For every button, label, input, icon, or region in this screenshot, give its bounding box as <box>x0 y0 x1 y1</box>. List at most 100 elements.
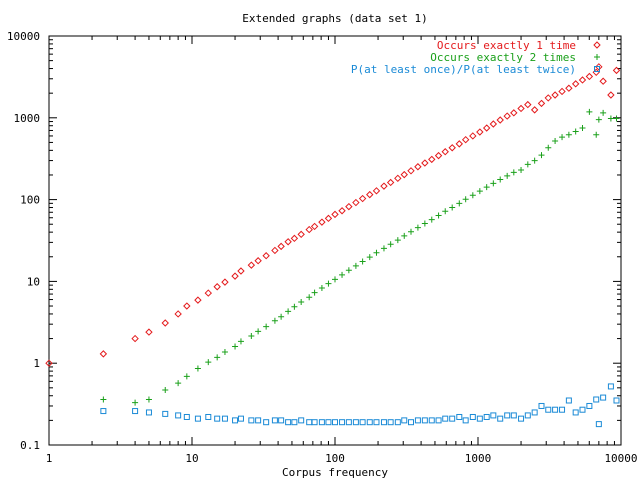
data-point <box>544 94 552 102</box>
legend-marker <box>594 54 600 60</box>
data-point <box>248 417 255 424</box>
data-point <box>441 148 449 156</box>
data-point <box>408 228 415 235</box>
data-point <box>271 317 278 324</box>
data-point <box>132 399 139 406</box>
data-point <box>462 417 469 424</box>
data-point <box>455 140 464 148</box>
data-point <box>380 182 388 190</box>
data-point <box>205 413 212 420</box>
data-point <box>231 272 239 280</box>
data-point <box>311 289 318 296</box>
data-point <box>483 184 490 191</box>
data-point <box>214 354 221 361</box>
data-point <box>607 91 615 99</box>
data-point <box>414 224 421 231</box>
data-point <box>558 87 566 96</box>
data-point <box>595 421 602 428</box>
data-point <box>174 310 182 318</box>
data-point <box>552 138 559 145</box>
data-point <box>552 406 559 413</box>
data-point <box>565 84 573 92</box>
x-axis: 1 10 100 1000 10000 <box>46 36 638 465</box>
data-point <box>545 406 552 413</box>
data-point <box>586 108 593 115</box>
data-point <box>248 333 255 340</box>
x-tick-label: 1000 <box>465 452 492 465</box>
data-point <box>518 167 525 174</box>
data-point <box>271 417 278 424</box>
data-point <box>407 167 415 175</box>
data-point <box>99 350 108 358</box>
data-point <box>496 116 504 124</box>
data-point <box>237 415 244 422</box>
data-point <box>318 419 325 426</box>
data-point <box>607 115 614 122</box>
data-point <box>421 159 429 167</box>
data-point <box>537 99 546 108</box>
legend-marker <box>593 41 601 49</box>
data-point <box>538 402 545 409</box>
data-point <box>366 419 373 426</box>
data-point <box>524 161 531 168</box>
data-point <box>449 204 456 211</box>
data-point <box>345 267 352 274</box>
data-point <box>579 125 586 132</box>
data-point <box>352 262 359 269</box>
data-point <box>214 415 221 422</box>
data-point <box>461 135 470 144</box>
data-point <box>585 72 594 81</box>
data-point <box>183 302 191 310</box>
data-point <box>401 232 408 239</box>
data-point <box>352 419 359 426</box>
data-point <box>183 373 190 380</box>
data-point <box>205 359 212 366</box>
data-point <box>306 419 313 426</box>
data-point <box>593 396 600 403</box>
data-point <box>586 402 593 409</box>
plot-area <box>48 35 622 446</box>
data-point <box>339 271 346 278</box>
x-tick-label: 10000 <box>604 452 637 465</box>
data-point <box>175 380 182 387</box>
data-point <box>285 419 292 426</box>
data-point <box>325 419 332 426</box>
data-point <box>324 214 333 223</box>
data-point <box>345 202 353 211</box>
data-point <box>263 419 270 426</box>
data-point <box>469 413 476 420</box>
data-point <box>132 408 139 415</box>
series-2 <box>100 108 620 406</box>
data-point <box>237 338 244 345</box>
data-point <box>331 210 339 219</box>
x-tick-label: 100 <box>325 452 345 465</box>
data-point <box>510 412 517 419</box>
data-point <box>162 410 169 417</box>
data-point <box>476 415 483 422</box>
data-point <box>325 280 332 287</box>
data-point <box>204 289 213 297</box>
data-point <box>435 417 442 424</box>
data-point <box>255 328 262 335</box>
data-point <box>271 246 279 255</box>
data-point <box>442 415 449 422</box>
data-point <box>194 296 202 304</box>
data-point <box>504 172 511 179</box>
data-point <box>372 187 381 195</box>
data-point <box>456 413 463 420</box>
data-point <box>45 359 53 367</box>
data-point <box>531 157 538 164</box>
data-point <box>161 319 169 327</box>
data-point <box>489 120 498 128</box>
data-point <box>284 238 292 246</box>
data-point <box>345 419 352 426</box>
data-point <box>600 394 607 401</box>
data-point <box>305 225 313 234</box>
data-point <box>421 220 428 227</box>
data-point <box>338 207 346 215</box>
data-point <box>434 151 443 160</box>
data-point <box>483 413 490 420</box>
legend-marker <box>594 66 600 72</box>
data-point <box>221 415 228 422</box>
data-point <box>599 77 607 85</box>
